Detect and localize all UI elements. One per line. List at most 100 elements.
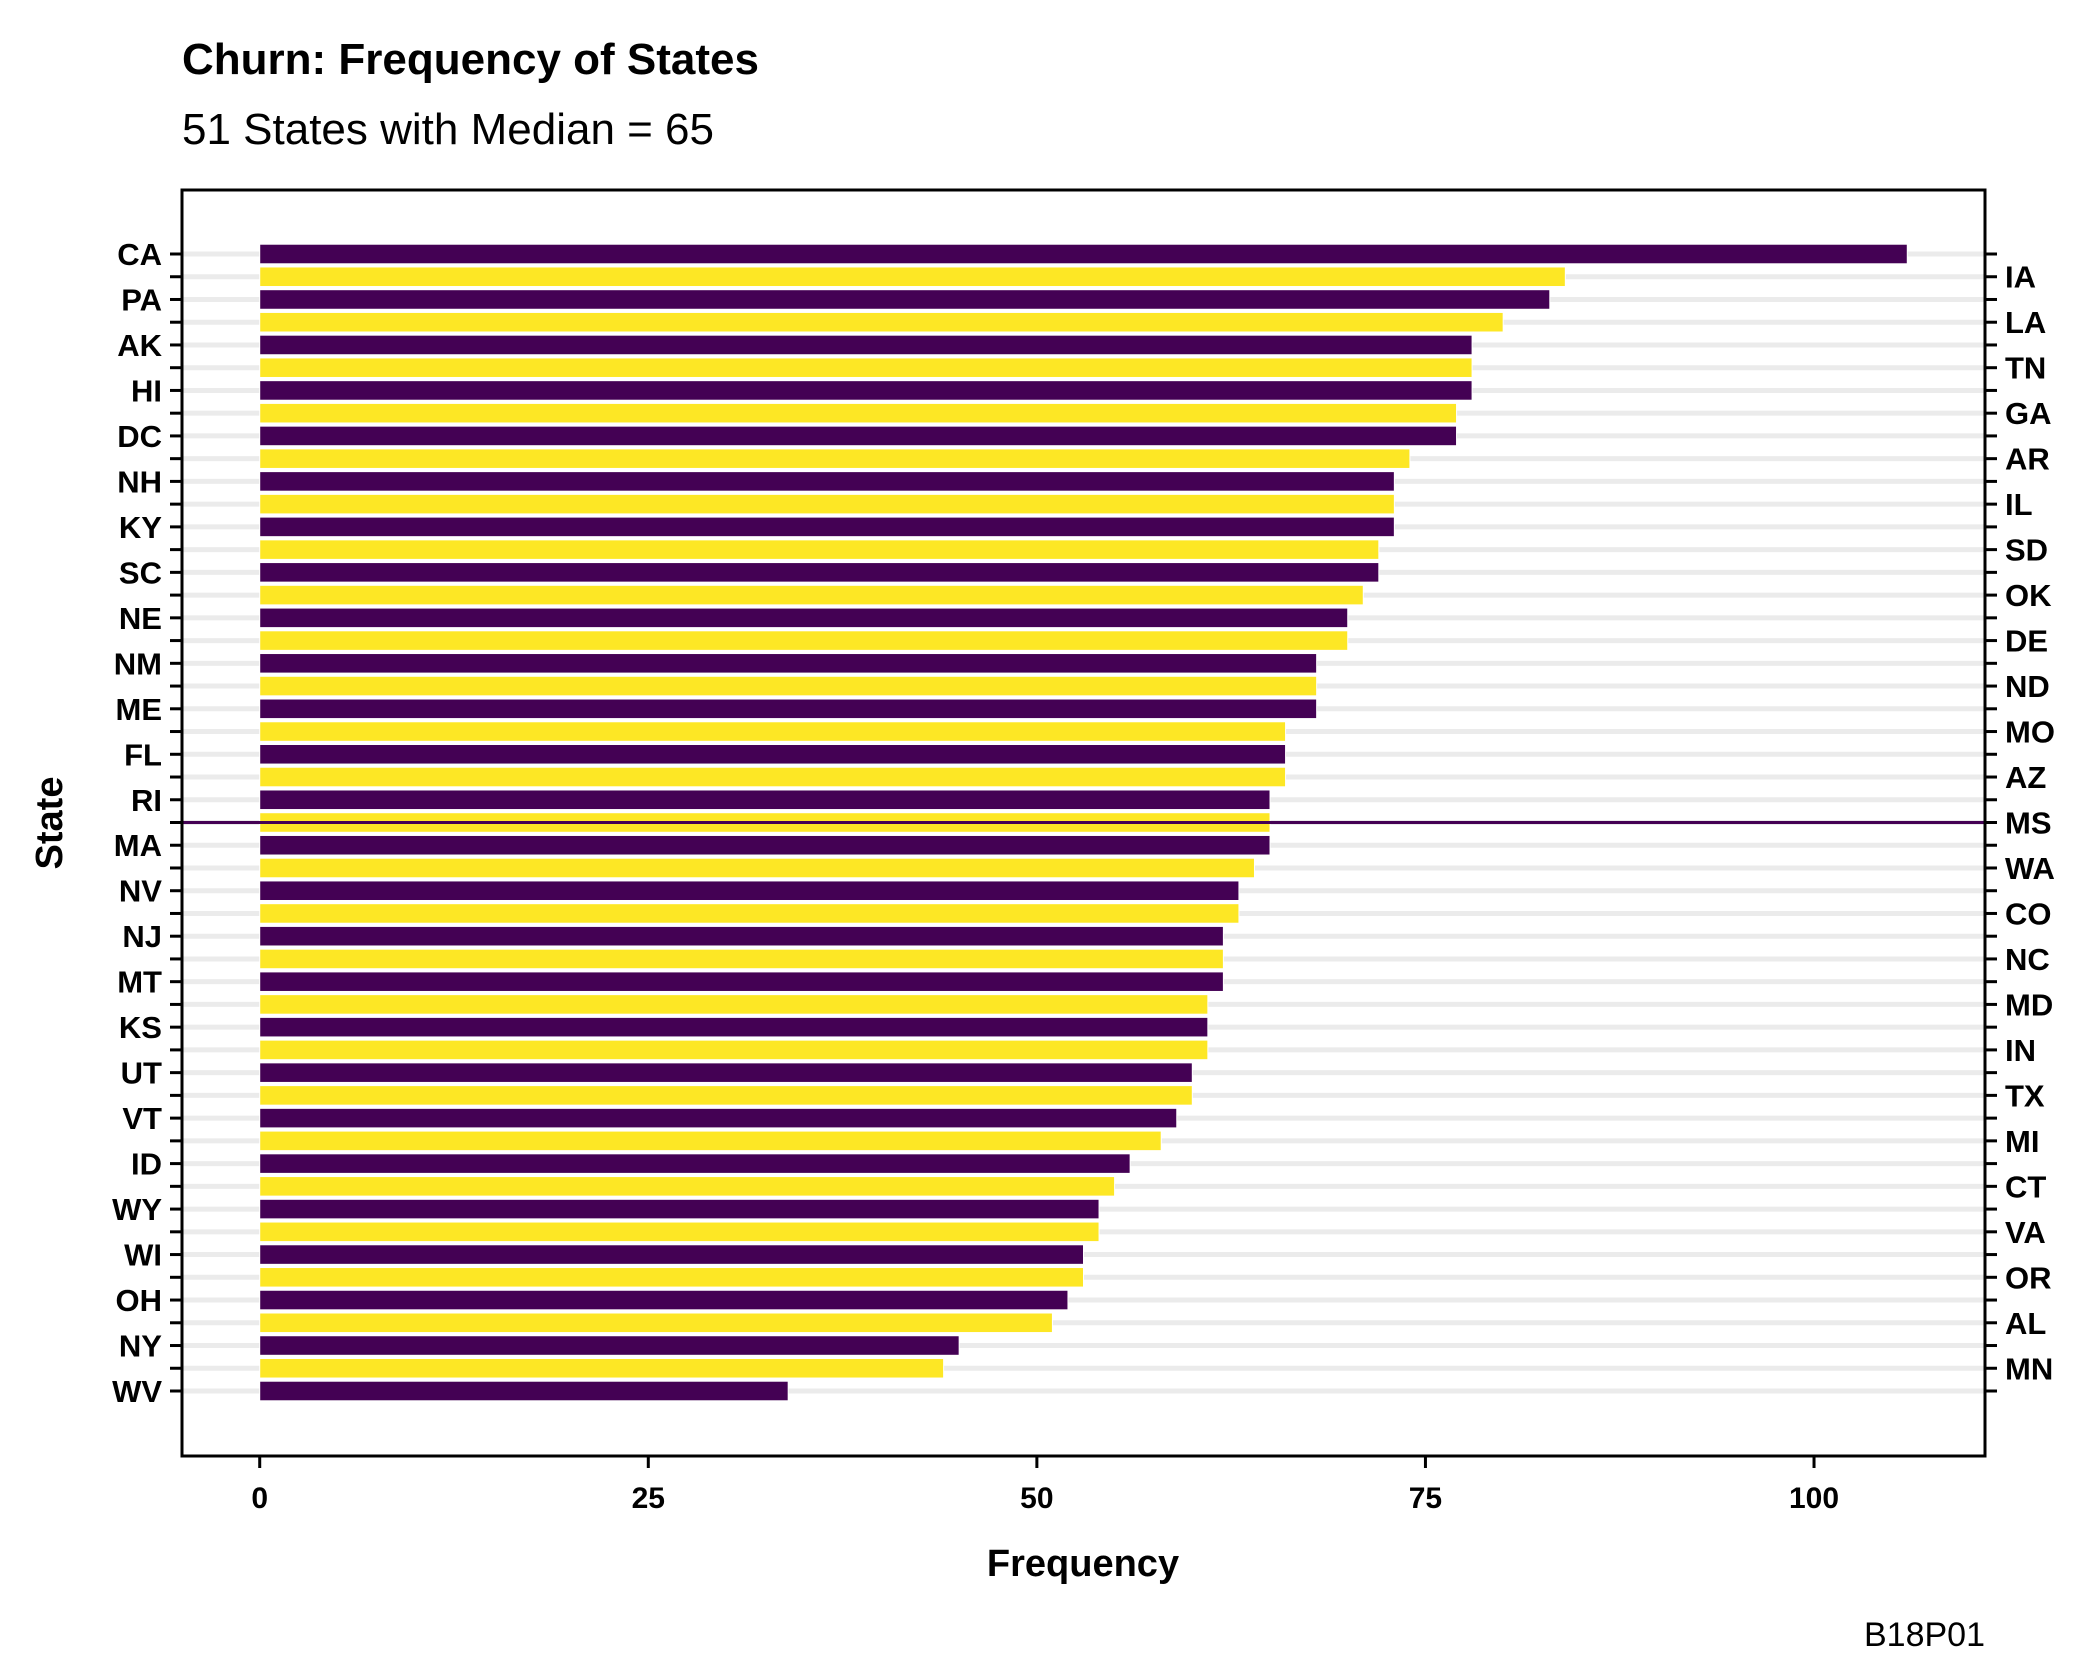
bar-ut xyxy=(259,1062,1193,1083)
y-tick-label-ca: CA xyxy=(117,237,162,272)
bar-me xyxy=(259,698,1318,720)
chart-caption: B18P01 xyxy=(1864,1616,1985,1654)
bar-ar xyxy=(259,448,1411,469)
bar-la xyxy=(259,311,1504,333)
bar-oh xyxy=(259,1289,1069,1311)
bar-tn xyxy=(259,357,1473,378)
bar-co xyxy=(259,903,1240,924)
y-tick-label-mi: MI xyxy=(2005,1124,2039,1159)
y-tick-label-ok: OK xyxy=(2005,578,2052,613)
bar-ne xyxy=(259,607,1349,629)
y-tick-label-ak: AK xyxy=(117,328,162,363)
bar-wa xyxy=(259,857,1255,879)
bar-ga xyxy=(259,402,1458,424)
y-axis-title: State xyxy=(29,777,71,870)
y-tick-label-ut: UT xyxy=(121,1056,162,1091)
y-tick-label-ky: KY xyxy=(119,510,162,545)
y-tick-label-me: ME xyxy=(116,692,163,727)
y-tick-label-la: LA xyxy=(2005,305,2046,340)
y-tick-label-de: DE xyxy=(2005,624,2048,659)
y-tick-label-md: MD xyxy=(2005,987,2053,1022)
bar-nc xyxy=(259,948,1224,970)
bar-nm xyxy=(259,653,1318,674)
y-tick-label-dc: DC xyxy=(117,419,162,454)
y-tick-label-ks: KS xyxy=(119,1010,162,1045)
axes: CA IA PA LA AK TN HI GA DC AR NH IL KY SD SC OK NE DE NM ND… xyxy=(112,237,2055,1515)
y-tick-label-sc: SC xyxy=(119,555,162,590)
y-tick-label-wi: WI xyxy=(124,1238,162,1273)
y-tick-label-nj: NJ xyxy=(122,919,162,954)
bar-md xyxy=(259,994,1209,1015)
bar-mi xyxy=(259,1130,1162,1152)
bar-wy xyxy=(259,1198,1100,1220)
bar-nv xyxy=(259,880,1240,901)
y-tick-label-ar: AR xyxy=(2005,442,2050,477)
bar-pa xyxy=(259,289,1551,310)
bar-nj xyxy=(259,925,1224,947)
bar-vt xyxy=(259,1107,1178,1129)
bar-ny xyxy=(259,1335,960,1356)
x-tick-label: 75 xyxy=(1409,1482,1442,1515)
bar-ma xyxy=(259,834,1271,856)
bar-dc xyxy=(259,425,1458,447)
bar-ok xyxy=(259,584,1364,606)
y-tick-label-co: CO xyxy=(2005,896,2052,931)
bar-ks xyxy=(259,1016,1209,1038)
y-tick-label-nm: NM xyxy=(114,646,162,681)
y-tick-label-il: IL xyxy=(2005,487,2033,522)
bar-ak xyxy=(259,334,1473,356)
y-tick-label-ms: MS xyxy=(2005,806,2052,841)
y-tick-label-az: AZ xyxy=(2005,760,2046,795)
plot-area xyxy=(182,243,1985,1402)
bar-sd xyxy=(259,539,1380,560)
bar-mt xyxy=(259,971,1224,992)
y-tick-label-tn: TN xyxy=(2005,351,2046,386)
y-tick-label-in: IN xyxy=(2005,1033,2036,1068)
y-tick-label-ne: NE xyxy=(119,601,162,636)
bar-or xyxy=(259,1267,1084,1288)
y-tick-label-mn: MN xyxy=(2005,1351,2053,1386)
y-tick-label-id: ID xyxy=(131,1147,162,1182)
bar-mo xyxy=(259,721,1287,742)
y-tick-label-mo: MO xyxy=(2005,715,2055,750)
bar-al xyxy=(259,1312,1053,1334)
bar-va xyxy=(259,1221,1100,1243)
y-tick-label-ct: CT xyxy=(2005,1169,2046,1204)
bar-in xyxy=(259,1039,1209,1061)
y-tick-label-tx: TX xyxy=(2005,1078,2045,1113)
x-tick-label: 50 xyxy=(1020,1482,1053,1515)
y-tick-label-ri: RI xyxy=(131,783,162,818)
x-tick-label: 0 xyxy=(251,1482,268,1515)
bar-de xyxy=(259,630,1349,651)
bar-ri xyxy=(259,789,1271,811)
bar-nh xyxy=(259,471,1395,492)
bar-fl xyxy=(259,744,1287,765)
bar-sc xyxy=(259,562,1380,583)
y-tick-label-ga: GA xyxy=(2005,396,2052,431)
bar-id xyxy=(259,1153,1131,1174)
y-tick-label-mt: MT xyxy=(117,965,162,1000)
bar-wv xyxy=(259,1380,789,1402)
y-tick-label-ma: MA xyxy=(114,828,162,863)
y-tick-label-wy: WY xyxy=(112,1192,162,1227)
bar-nd xyxy=(259,675,1318,697)
bar-ia xyxy=(259,266,1566,288)
y-tick-label-nd: ND xyxy=(2005,669,2050,704)
y-tick-label-ny: NY xyxy=(119,1329,162,1364)
y-tick-label-nh: NH xyxy=(117,464,162,499)
x-tick-label: 100 xyxy=(1789,1482,1839,1515)
y-tick-label-nc: NC xyxy=(2005,942,2050,977)
y-tick-label-fl: FL xyxy=(124,737,162,772)
bar-hi xyxy=(259,380,1473,401)
chart-subtitle: 51 States with Median = 65 xyxy=(182,105,714,154)
bar-tx xyxy=(259,1085,1193,1106)
bar-mn xyxy=(259,1357,945,1379)
bar-il xyxy=(259,493,1395,515)
y-tick-label-wv: WV xyxy=(112,1374,162,1409)
bar-az xyxy=(259,766,1287,788)
y-tick-label-or: OR xyxy=(2005,1260,2052,1295)
x-axis-title: Frequency xyxy=(987,1543,1179,1585)
y-tick-label-al: AL xyxy=(2005,1306,2046,1341)
x-tick-label: 25 xyxy=(632,1482,665,1515)
